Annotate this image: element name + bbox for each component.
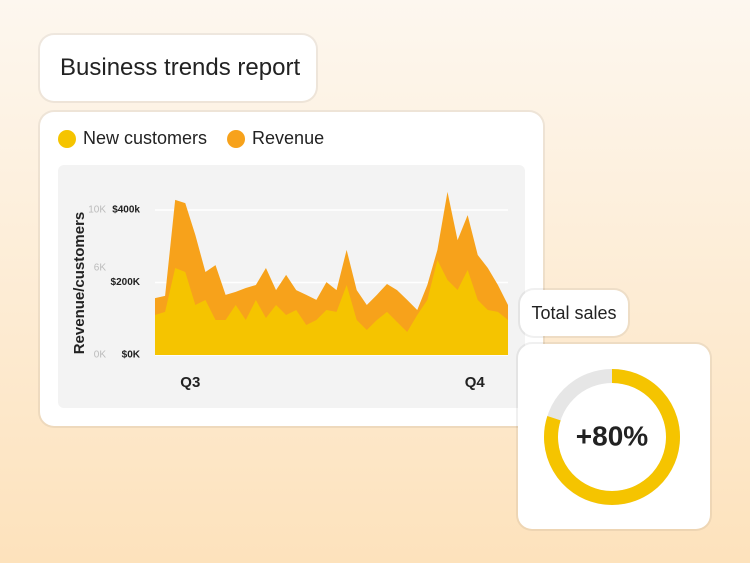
area	[155, 260, 508, 355]
y-tick-label: $200K	[111, 277, 141, 288]
y-axis-title: Revenue/customers	[71, 212, 88, 355]
total-sales-card: Total sales	[520, 290, 628, 336]
title-card: Business trends report	[40, 35, 316, 101]
legend-label: Revenue	[252, 128, 324, 148]
y2-tick-label: 10K	[88, 205, 106, 216]
x-tick-label: Q3	[180, 374, 200, 391]
legend-swatch	[58, 130, 76, 148]
donut-title: Total sales	[531, 303, 617, 323]
report-title: Business trends report	[60, 54, 301, 81]
legend-swatch	[227, 130, 246, 148]
y-tick-label: $0K	[122, 350, 141, 361]
donut-value-label: +80%	[576, 420, 648, 451]
donut-arc	[544, 369, 680, 505]
x-tick-label: Q4	[465, 374, 486, 391]
y2-tick-label: 6K	[94, 263, 107, 274]
y2-tick-label: 0K	[94, 350, 107, 361]
y-tick-label: $400k	[112, 205, 140, 216]
legend-label: New customers	[83, 128, 207, 148]
